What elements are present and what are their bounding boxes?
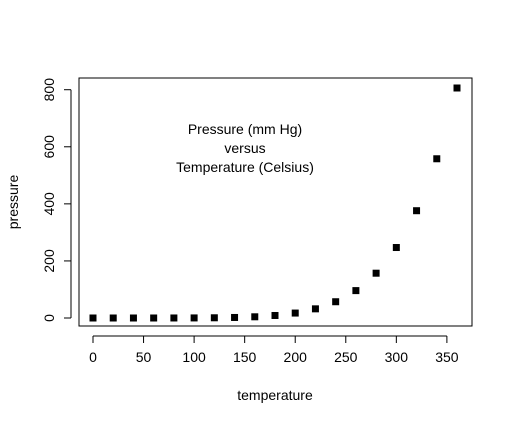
data-point bbox=[372, 269, 380, 277]
data-point bbox=[332, 298, 340, 306]
data-point bbox=[311, 305, 319, 313]
data-point bbox=[271, 311, 279, 319]
annotation-line: Pressure (mm Hg) bbox=[188, 121, 302, 137]
x-tick-label: 50 bbox=[136, 349, 152, 365]
x-axis: 0 50 100 150 200 250 300 350 bbox=[89, 335, 459, 365]
data-point bbox=[392, 244, 400, 252]
x-tick-label: 350 bbox=[435, 349, 459, 365]
data-point bbox=[413, 207, 421, 215]
data-point bbox=[231, 313, 239, 321]
x-tick-label: 0 bbox=[89, 349, 97, 365]
data-point bbox=[251, 313, 259, 321]
data-point bbox=[170, 314, 178, 322]
annotation-line: Temperature (Celsius) bbox=[176, 159, 314, 175]
data-point bbox=[453, 84, 461, 92]
x-axis-label: temperature bbox=[237, 387, 313, 403]
y-tick-label: 200 bbox=[41, 249, 57, 273]
y-tick-label: 0 bbox=[41, 314, 57, 322]
data-point bbox=[210, 314, 218, 322]
x-tick-label: 150 bbox=[233, 349, 257, 365]
data-point bbox=[352, 287, 360, 295]
y-axis: 0 200 400 600 800 bbox=[41, 78, 72, 322]
data-point bbox=[190, 314, 198, 322]
x-tick-label: 250 bbox=[334, 349, 358, 365]
y-tick-label: 400 bbox=[41, 192, 57, 216]
data-points bbox=[89, 84, 461, 322]
data-point bbox=[150, 314, 158, 322]
data-point bbox=[129, 314, 137, 322]
y-axis-label: pressure bbox=[5, 175, 21, 230]
y-tick-label: 600 bbox=[41, 135, 57, 159]
annotation: Pressure (mm Hg) versus Temperature (Cel… bbox=[176, 121, 314, 175]
plot-frame bbox=[78, 77, 473, 327]
data-point bbox=[89, 314, 97, 322]
data-point bbox=[433, 155, 441, 163]
x-tick-label: 100 bbox=[182, 349, 206, 365]
data-point bbox=[291, 309, 299, 317]
x-tick-label: 300 bbox=[385, 349, 409, 365]
data-point bbox=[109, 314, 117, 322]
annotation-line: versus bbox=[224, 140, 265, 156]
x-tick-label: 200 bbox=[284, 349, 308, 365]
y-tick-label: 800 bbox=[41, 78, 57, 102]
